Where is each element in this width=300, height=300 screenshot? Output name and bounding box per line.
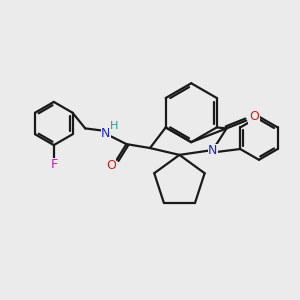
Text: H: H	[110, 122, 118, 131]
Text: O: O	[106, 159, 116, 172]
Text: N: N	[101, 127, 110, 140]
Text: N: N	[208, 145, 218, 158]
Text: O: O	[249, 110, 259, 123]
Text: F: F	[50, 158, 57, 171]
